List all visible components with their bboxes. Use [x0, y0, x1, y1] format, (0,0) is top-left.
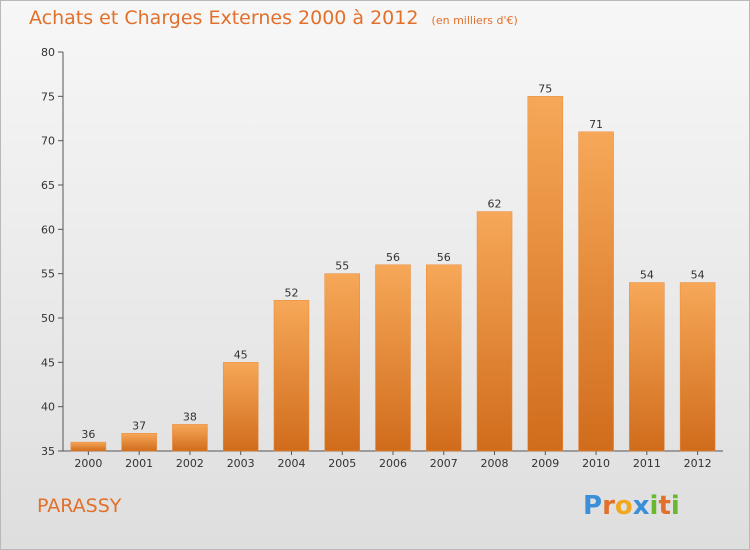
x-tick-label-2010: 2010: [582, 457, 610, 470]
data-label-2008: 62: [488, 198, 502, 211]
data-label-2007: 56: [437, 251, 451, 264]
y-tick-label: 45: [41, 356, 55, 369]
proxiti-logo: Proxiti: [583, 491, 680, 521]
x-tick-label-2012: 2012: [684, 457, 712, 470]
y-tick-label: 75: [41, 90, 55, 103]
data-label-2004: 52: [284, 286, 298, 299]
logo-letter: r: [602, 491, 615, 521]
bar-2001: [121, 433, 157, 452]
y-tick-label: 80: [41, 46, 55, 59]
logo-letter: P: [583, 491, 603, 521]
data-label-2005: 55: [335, 260, 349, 273]
bar-2006: [375, 264, 411, 452]
x-tick-label-2004: 2004: [277, 457, 305, 470]
y-tick-label: 35: [41, 445, 55, 458]
bar-2009: [527, 96, 564, 452]
chart-title: Achats et Charges Externes 2000 à 2012: [29, 7, 419, 29]
data-label-2010: 71: [589, 118, 603, 131]
bar-2007: [426, 264, 462, 452]
bar-2004: [273, 300, 310, 452]
logo-letter: x: [632, 491, 650, 521]
x-tick-label-2008: 2008: [481, 457, 509, 470]
bar-2003: [222, 362, 259, 452]
x-tick-label-2002: 2002: [176, 457, 204, 470]
y-tick-label: 65: [41, 179, 55, 192]
x-tick-label-2003: 2003: [227, 457, 255, 470]
y-tick-label: 70: [41, 135, 55, 148]
data-label-2012: 54: [691, 269, 705, 282]
data-label-2001: 37: [132, 419, 146, 432]
y-tick-label: 55: [41, 268, 55, 281]
logo-letter: t: [658, 491, 671, 521]
y-tick-label: 50: [41, 312, 55, 325]
data-label-2011: 54: [640, 269, 654, 282]
x-tick-label-2001: 2001: [125, 457, 153, 470]
logo-letter: i: [670, 491, 680, 521]
x-tick-label-2009: 2009: [531, 457, 559, 470]
bar-2000: [70, 441, 107, 452]
logo-letter: i: [649, 491, 659, 521]
data-label-2002: 38: [183, 410, 197, 423]
y-tick-label: 60: [41, 223, 55, 236]
title-row: Achats et Charges Externes 2000 à 2012 (…: [29, 7, 518, 29]
bar-2005: [324, 273, 360, 452]
bar-2011: [629, 282, 665, 452]
x-tick-label-2006: 2006: [379, 457, 407, 470]
chart-subtitle: (en milliers d'€): [431, 14, 518, 27]
data-label-2003: 45: [234, 348, 248, 361]
logo-letter: o: [614, 491, 633, 521]
y-tick-label: 40: [41, 401, 55, 414]
bar-2002: [172, 424, 208, 452]
town-name: PARASSY: [37, 495, 122, 517]
bar-2012: [679, 282, 716, 452]
x-tick-label-2000: 2000: [74, 457, 102, 470]
x-tick-label-2011: 2011: [633, 457, 661, 470]
bar-2008: [476, 211, 513, 452]
x-tick-label-2007: 2007: [430, 457, 458, 470]
data-label-2009: 75: [538, 82, 552, 95]
data-label-2006: 56: [386, 251, 400, 264]
data-label-2000: 36: [81, 428, 95, 441]
x-tick-label-2005: 2005: [328, 457, 356, 470]
bar-2010: [578, 131, 614, 452]
